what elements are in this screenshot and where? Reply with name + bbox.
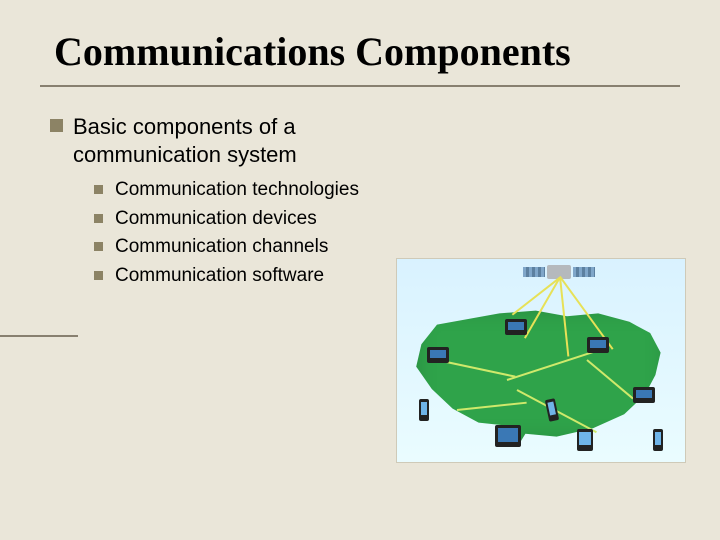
laptop-icon	[505, 319, 527, 335]
main-bullet-line2: communication system	[73, 142, 297, 167]
sub-bullet-text: Communication channels	[115, 235, 328, 260]
list-item: Communication channels	[94, 235, 720, 260]
square-bullet-icon	[94, 214, 103, 223]
beam-line	[512, 277, 560, 315]
square-bullet-icon	[94, 185, 103, 194]
sub-bullet-text: Communication software	[115, 264, 324, 289]
square-bullet-icon	[94, 242, 103, 251]
laptop-icon	[427, 347, 449, 363]
phone-icon	[653, 429, 663, 451]
list-item: Communication devices	[94, 207, 720, 232]
map-shape	[411, 305, 671, 445]
pda-icon	[577, 429, 593, 451]
laptop-icon	[587, 337, 609, 353]
phone-icon	[419, 399, 429, 421]
sub-bullet-text: Communication technologies	[115, 178, 359, 203]
square-bullet-icon	[50, 119, 63, 132]
square-bullet-icon	[94, 271, 103, 280]
sub-bullet-text: Communication devices	[115, 207, 317, 232]
network-infographic	[396, 258, 686, 463]
main-bullet-line1: Basic components of a	[73, 114, 296, 139]
side-rule	[0, 335, 78, 337]
main-bullet: Basic components of a communication syst…	[50, 113, 720, 168]
monitor-icon	[495, 425, 521, 447]
slide-title: Communications Components	[0, 0, 720, 85]
laptop-icon	[633, 387, 655, 403]
main-bullet-text: Basic components of a communication syst…	[73, 113, 297, 168]
list-item: Communication technologies	[94, 178, 720, 203]
